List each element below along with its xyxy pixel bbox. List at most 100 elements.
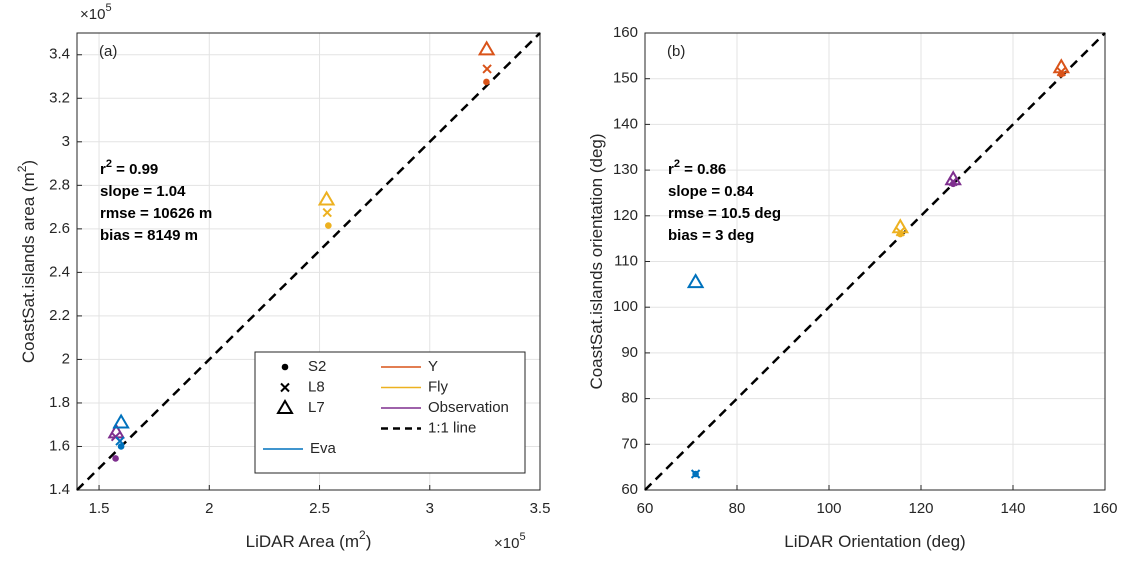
legend-box: [254, 351, 526, 474]
x-tick-label: 60: [637, 500, 654, 517]
y-tick-label: 1.4: [49, 481, 70, 498]
legend-label: L7: [308, 399, 325, 416]
legend-label: L8: [308, 378, 325, 395]
cross-marker: [482, 64, 492, 74]
stat-sup: 2: [674, 158, 680, 170]
x-tick-label: 3: [426, 500, 434, 517]
dot-marker: [112, 455, 119, 462]
y-axis-label: CoastSat.islands orientation (deg): [587, 133, 606, 389]
y-tick-label: 160: [613, 24, 638, 41]
axis-exponent: ×105: [494, 531, 526, 552]
y-tick-label: 100: [613, 298, 638, 315]
y-tick-label: 60: [621, 481, 638, 498]
exponent-base: ×10: [494, 535, 519, 552]
y-tick-label: 80: [621, 390, 638, 407]
triangle-marker: [686, 273, 705, 289]
legend-label: Observation: [428, 399, 509, 416]
label-text: CoastSat.islands area (m: [19, 172, 38, 363]
stat-line: bias = 8149 m: [100, 227, 198, 244]
triangle-marker: [1052, 58, 1071, 74]
stat-line: slope = 1.04: [100, 183, 186, 200]
label-text: CoastSat.islands orientation (deg): [587, 133, 606, 389]
axis-exponent: ×105: [80, 2, 112, 23]
y-tick-label: 110: [614, 252, 638, 269]
triangle-marker: [477, 40, 496, 56]
dot-marker: [483, 78, 490, 86]
y-tick-label: 1.6: [49, 437, 70, 454]
label-sup: 2: [359, 528, 366, 542]
stat-line: rmse = 10.5 deg: [668, 205, 781, 222]
y-axis-label: CoastSat.islands area (m2): [15, 160, 38, 363]
legend-label: S2: [308, 358, 326, 375]
triangle-marker: [891, 218, 910, 234]
stat-r-tail: = 0.86: [680, 161, 726, 178]
y-tick-label: 120: [613, 207, 638, 224]
y-tick-label: 1.8: [49, 394, 70, 411]
legend: S2 L8 L7 Y Fly Observation Eva 1:1 line: [254, 351, 526, 474]
stat-r: r: [100, 161, 106, 178]
panel-label: (a): [99, 43, 117, 60]
stat-r2: r2 = 0.99: [100, 158, 158, 178]
dot-marker: [325, 222, 332, 229]
y-tick-label: 2: [62, 350, 70, 367]
axes-frame: [76, 32, 541, 491]
triangle-marker: [276, 399, 294, 414]
y-tick-label: 2.8: [49, 176, 70, 193]
y-tick-label: 70: [621, 435, 638, 452]
label-tail: ): [366, 532, 372, 551]
y-tick-label: 90: [621, 344, 638, 361]
stat-sup: 2: [106, 158, 112, 170]
axes: 1.5 2 2.5 3 3.5 1.4 1.6 1.8 2 2.2 2.4 2.6 2.8 3 3.2 3.4…: [15, 2, 550, 552]
triangle-marker: [944, 170, 962, 186]
label-text: LiDAR Area (m: [246, 532, 359, 551]
identity-line: [644, 32, 1106, 491]
stat-line: slope = 0.84: [668, 183, 754, 200]
x-tick-label: 2.5: [309, 500, 330, 517]
y-tick-label: 2.2: [49, 307, 70, 324]
x-tick-label: 140: [1000, 500, 1025, 517]
cross-marker: [280, 382, 290, 393]
y-tick-label: 150: [613, 70, 638, 87]
stat-line: bias = 3 deg: [668, 227, 754, 244]
y-tick-label: 130: [613, 161, 638, 178]
y-tick-label: 2.4: [49, 263, 70, 280]
x-axis-label: LiDAR Orientation (deg): [784, 532, 965, 551]
label-text: LiDAR Orientation (deg): [784, 532, 965, 551]
x-tick-label: 1.5: [89, 500, 110, 517]
x-axis-label: LiDAR Area (m2): [246, 528, 372, 551]
axes: 60 80 100 120 140 160 60 70 80 90 100 110 120 130 140 1…: [587, 24, 1117, 552]
stat-r-tail: = 0.99: [112, 161, 158, 178]
x-tick-label: 100: [816, 500, 841, 517]
label-tail: ): [19, 160, 38, 166]
panel-label: (b): [667, 43, 685, 60]
triangle-marker: [112, 413, 130, 429]
exponent-power: 5: [519, 531, 525, 543]
legend-label: Fly: [428, 378, 448, 395]
stat-r2: r2 = 0.86: [668, 158, 726, 178]
y-tick-label: 3: [62, 133, 70, 150]
exponent-base: ×10: [80, 6, 105, 23]
legend-label: Eva: [310, 440, 337, 457]
cross-marker: [322, 207, 332, 218]
x-tick-label: 2: [205, 500, 213, 517]
cross-marker: [690, 469, 701, 479]
x-tick-label: 3.5: [530, 500, 551, 517]
exponent-power: 5: [105, 2, 111, 14]
identity-line: [76, 32, 541, 491]
stat-line: rmse = 10626 m: [100, 205, 212, 222]
legend-label: Y: [428, 358, 438, 375]
y-tick-label: 140: [613, 115, 638, 132]
legend-label: 1:1 line: [428, 419, 476, 436]
y-tick-label: 2.6: [49, 220, 70, 237]
triangle-marker: [317, 190, 336, 206]
cross-marker: [115, 436, 125, 446]
y-tick-label: 3.4: [49, 46, 70, 63]
label-sup: 2: [15, 165, 29, 172]
stat-r: r: [668, 161, 674, 178]
x-tick-label: 120: [908, 500, 933, 517]
dot-marker: [281, 363, 289, 371]
axes-frame: [644, 32, 1106, 491]
y-tick-label: 3.2: [49, 89, 70, 106]
